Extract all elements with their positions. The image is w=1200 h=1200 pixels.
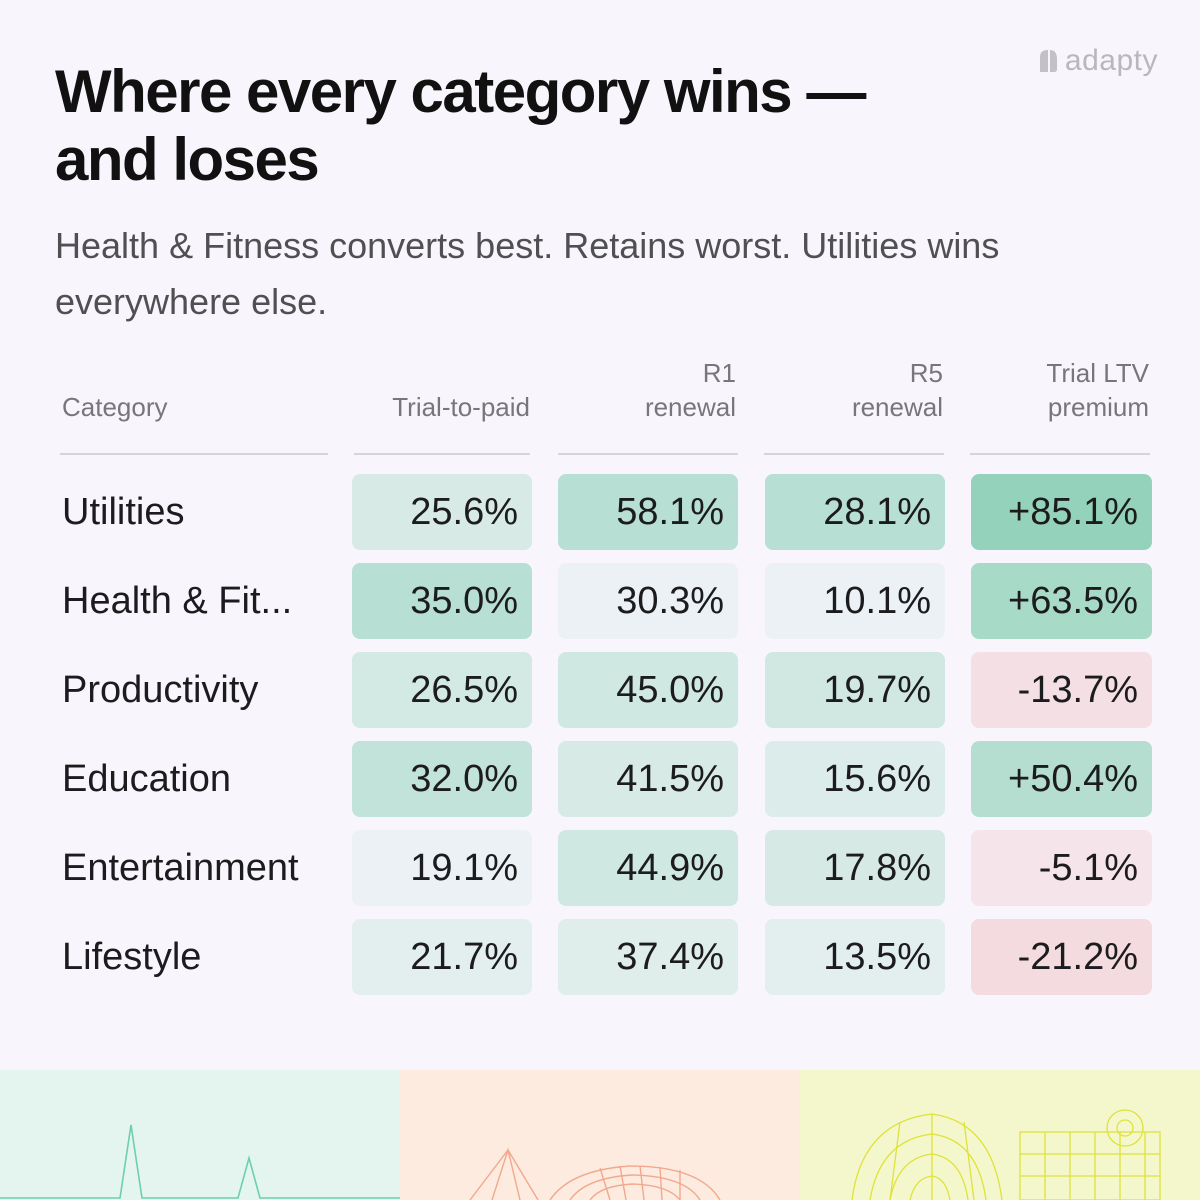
- column-rule-category: [60, 453, 328, 455]
- cell-r5-renewal: 15.6%: [765, 741, 945, 817]
- column-rule-trial-to-paid: [354, 453, 530, 455]
- row-label: Health & Fit...: [62, 579, 293, 622]
- column-header-r5-line2: renewal: [851, 392, 943, 422]
- decor-wireframe-graphic: [469, 1147, 721, 1200]
- adapty-logo-text: adapty: [1064, 44, 1158, 77]
- cell-trial-to-paid: 32.0%: [352, 741, 532, 817]
- cell-trial-to-paid: 19.1%: [352, 830, 532, 906]
- column-header-category-text: Category: [62, 392, 168, 422]
- cell-trial-to-paid: 21.7%: [352, 919, 532, 995]
- column-header-ltv-line1: Trial LTV: [1046, 358, 1149, 388]
- column-header-category: Category: [62, 352, 322, 424]
- column-header-r1-renewal: R1 renewal: [558, 352, 736, 424]
- cell-trial-ltv-premium: +50.4%: [971, 741, 1152, 817]
- row-label: Productivity: [62, 668, 259, 711]
- column-header-ltv-line2: premium: [1047, 392, 1149, 422]
- cell-r1-renewal: 37.4%: [558, 919, 738, 995]
- cell-trial-to-paid: 26.5%: [352, 652, 532, 728]
- cell-r1-renewal: 45.0%: [558, 652, 738, 728]
- cell-trial-ltv-premium: +85.1%: [971, 474, 1152, 550]
- adapty-logo: adapty: [1037, 44, 1158, 78]
- column-header-trial-to-paid-text: Trial-to-paid: [392, 392, 530, 422]
- column-rule-r1: [558, 453, 738, 455]
- cell-r5-renewal: 19.7%: [765, 652, 945, 728]
- decor-panel-mint: [0, 1070, 400, 1200]
- row-label: Lifestyle: [62, 935, 202, 978]
- page-title: Where every category wins — and loses: [55, 58, 866, 193]
- cell-r1-renewal: 58.1%: [558, 474, 738, 550]
- row-label: Utilities: [62, 490, 185, 533]
- row-label: Education: [62, 757, 232, 800]
- cell-r1-renewal: 30.3%: [558, 563, 738, 639]
- column-header-r1-line2: renewal: [644, 392, 736, 422]
- column-header-r1-line1: R1: [702, 358, 736, 388]
- cell-r5-renewal: 10.1%: [765, 563, 945, 639]
- cell-r1-renewal: 44.9%: [558, 830, 738, 906]
- decor-panel-lime: [800, 1070, 1200, 1200]
- column-header-r5-renewal: R5 renewal: [765, 352, 943, 424]
- cell-trial-ltv-premium: -13.7%: [971, 652, 1152, 728]
- column-header-r5-line1: R5: [909, 358, 943, 388]
- column-rule-r5: [764, 453, 944, 455]
- decor-spikes-graphic: [0, 1124, 400, 1199]
- cell-trial-to-paid: 25.6%: [352, 474, 532, 550]
- row-label: Entertainment: [62, 846, 299, 889]
- cell-r5-renewal: 28.1%: [765, 474, 945, 550]
- cell-trial-ltv-premium: -21.2%: [971, 919, 1152, 995]
- cell-trial-to-paid: 35.0%: [352, 563, 532, 639]
- decor-panel-peach: [400, 1070, 800, 1200]
- cell-r1-renewal: 41.5%: [558, 741, 738, 817]
- column-header-trial-ltv-premium: Trial LTV premium: [971, 352, 1149, 424]
- page-subtitle: Health & Fitness converts best. Retains …: [55, 225, 1000, 322]
- cell-trial-ltv-premium: -5.1%: [971, 830, 1152, 906]
- cell-r5-renewal: 13.5%: [765, 919, 945, 995]
- column-header-trial-to-paid: Trial-to-paid: [352, 352, 530, 424]
- cell-r5-renewal: 17.8%: [765, 830, 945, 906]
- adapty-logo-icon: [1039, 50, 1057, 72]
- column-rule-ltv: [970, 453, 1150, 455]
- cell-trial-ltv-premium: +63.5%: [971, 563, 1152, 639]
- decor-grid-graphic: [851, 1109, 1161, 1200]
